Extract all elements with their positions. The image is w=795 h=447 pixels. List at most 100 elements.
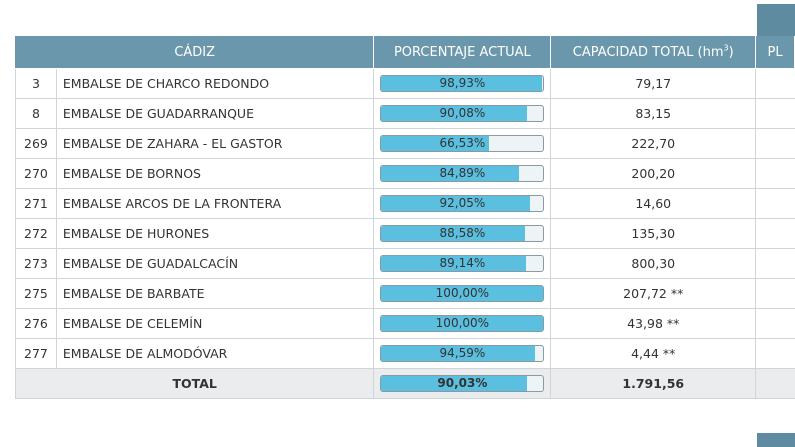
extra-cell bbox=[755, 278, 795, 309]
reservoir-id: 8 bbox=[15, 98, 57, 129]
reservoir-id: 275 bbox=[15, 278, 57, 309]
percent-bar-fill bbox=[381, 106, 528, 121]
capacity-header[interactable]: CAPACIDAD TOTAL (hm3) bbox=[550, 36, 757, 69]
reservoir-id: 272 bbox=[15, 218, 57, 249]
capacity-value: 800,30 bbox=[550, 248, 757, 279]
percent-bar: 88,58% bbox=[380, 225, 545, 242]
percent-cell: 66,53% bbox=[373, 128, 552, 159]
table-row[interactable]: 3 EMBALSE DE CHARCO REDONDO 98,93% 79,17 bbox=[15, 68, 795, 99]
table-row[interactable]: 277 EMBALSE DE ALMODÓVAR 94,59% 4,44 ** bbox=[15, 338, 795, 369]
percent-bar-fill bbox=[381, 316, 544, 331]
percent-bar-fill bbox=[381, 226, 525, 241]
table-row[interactable]: 8 EMBALSE DE GUADARRANQUE 90,08% 83,15 bbox=[15, 98, 795, 129]
percent-bar-fill bbox=[381, 166, 519, 181]
table-row[interactable]: 272 EMBALSE DE HURONES 88,58% 135,30 bbox=[15, 218, 795, 249]
percent-bar: 89,14% bbox=[380, 255, 545, 272]
percent-bar: 90,08% bbox=[380, 105, 545, 122]
percent-bar-fill bbox=[381, 256, 526, 271]
percent-cell: 88,58% bbox=[373, 218, 552, 249]
capacity-header-unit-exponent: 3 bbox=[723, 43, 729, 53]
next-column-header[interactable]: PL bbox=[755, 36, 795, 69]
table-row[interactable]: 273 EMBALSE DE GUADALCACÍN 89,14% 800,30 bbox=[15, 248, 795, 279]
extra-cell bbox=[755, 98, 795, 129]
province-header[interactable]: CÁDIZ bbox=[14, 36, 375, 69]
percent-bar: 92,05% bbox=[380, 195, 545, 212]
total-row: TOTAL 90,03% 1.791,56 bbox=[14, 368, 795, 399]
capacity-value: 207,72 ** bbox=[550, 278, 757, 309]
capacity-value: 14,60 bbox=[550, 188, 757, 219]
extra-cell bbox=[755, 158, 795, 189]
reservoir-id: 271 bbox=[15, 188, 57, 219]
percent-label: 100,00% bbox=[435, 316, 490, 330]
percent-bar-fill bbox=[381, 286, 544, 301]
capacity-value: 135,30 bbox=[550, 218, 757, 249]
percent-label: 90,08% bbox=[439, 106, 486, 120]
extra-cell bbox=[755, 188, 795, 219]
percent-label: 98,93% bbox=[439, 76, 486, 90]
capacity-value: 83,15 bbox=[550, 98, 757, 129]
percent-header[interactable]: PORCENTAJE ACTUAL bbox=[373, 36, 552, 69]
reservoir-name[interactable]: EMBALSE DE BORNOS bbox=[55, 158, 375, 189]
capacity-value: 79,17 bbox=[550, 68, 757, 99]
percent-label: 88,58% bbox=[439, 226, 486, 240]
reservoir-name[interactable]: EMBALSE DE ALMODÓVAR bbox=[55, 338, 375, 369]
percent-bar: 100,00% bbox=[380, 315, 545, 332]
percent-cell: 84,89% bbox=[373, 158, 552, 189]
table-row[interactable]: 269 EMBALSE DE ZAHARA - EL GASTOR 66,53% 22… bbox=[15, 128, 795, 159]
capacity-value: 222,70 bbox=[550, 128, 757, 159]
capacity-header-close: ) bbox=[728, 45, 734, 60]
total-capacity: 1.791,56 bbox=[550, 368, 757, 399]
percent-bar-fill bbox=[381, 196, 531, 211]
percent-cell: 89,14% bbox=[373, 248, 552, 279]
percent-bar: 100,00% bbox=[380, 285, 545, 302]
total-percent-cell: 90,03% bbox=[373, 368, 552, 399]
reservoir-name[interactable]: EMBALSE ARCOS DE LA FRONTERA bbox=[55, 188, 375, 219]
reservoir-id: 269 bbox=[15, 128, 57, 159]
percent-label: 84,89% bbox=[439, 166, 486, 180]
reservoir-id: 273 bbox=[15, 248, 57, 279]
percent-bar: 84,89% bbox=[380, 165, 545, 182]
total-label: TOTAL bbox=[14, 368, 375, 399]
extra-cell bbox=[755, 128, 795, 159]
extra-cell bbox=[755, 248, 795, 279]
table-row[interactable]: 276 EMBALSE DE CELEMÍN 100,00% 43,98 ** bbox=[15, 308, 795, 339]
percent-label: 94,59% bbox=[439, 346, 486, 360]
extra-cell bbox=[755, 338, 795, 369]
capacity-header-label: CAPACIDAD TOTAL (hm bbox=[572, 45, 724, 60]
reservoir-name[interactable]: EMBALSE DE GUADALCACÍN bbox=[55, 248, 375, 279]
reservoir-id: 3 bbox=[15, 68, 57, 99]
reservoir-name[interactable]: EMBALSE DE GUADARRANQUE bbox=[55, 98, 375, 129]
percent-bar-fill bbox=[381, 76, 542, 91]
total-percent-label: 90,03% bbox=[437, 376, 488, 390]
next-section-tab bbox=[757, 433, 795, 447]
total-percent-bar: 90,03% bbox=[380, 375, 545, 392]
reservoir-id: 277 bbox=[15, 338, 57, 369]
percent-cell: 98,93% bbox=[373, 68, 552, 99]
total-percent-bar-fill bbox=[381, 376, 528, 391]
table-header-row: CÁDIZ PORCENTAJE ACTUAL CAPACIDAD TOTAL … bbox=[14, 36, 795, 69]
reservoir-name[interactable]: EMBALSE DE CHARCO REDONDO bbox=[55, 68, 375, 99]
percent-cell: 94,59% bbox=[373, 338, 552, 369]
percent-label: 100,00% bbox=[435, 286, 490, 300]
percent-label: 89,14% bbox=[439, 256, 486, 270]
total-extra-cell bbox=[755, 368, 795, 399]
percent-cell: 100,00% bbox=[373, 278, 552, 309]
percent-label: 66,53% bbox=[439, 136, 486, 150]
percent-bar: 98,93% bbox=[380, 75, 545, 92]
next-table-header-tab bbox=[757, 4, 795, 36]
table-row[interactable]: 275 EMBALSE DE BARBATE 100,00% 207,72 ** bbox=[15, 278, 795, 309]
capacity-value: 4,44 ** bbox=[550, 338, 757, 369]
reservoir-name[interactable]: EMBALSE DE HURONES bbox=[55, 218, 375, 249]
reservoir-id: 276 bbox=[15, 308, 57, 339]
percent-bar-fill bbox=[381, 136, 490, 151]
reservoir-name[interactable]: EMBALSE DE BARBATE bbox=[55, 278, 375, 309]
table-row[interactable]: 271 EMBALSE ARCOS DE LA FRONTERA 92,05% 14,… bbox=[15, 188, 795, 219]
percent-cell: 90,08% bbox=[373, 98, 552, 129]
reservoir-name[interactable]: EMBALSE DE ZAHARA - EL GASTOR bbox=[55, 128, 375, 159]
table-row[interactable]: 270 EMBALSE DE BORNOS 84,89% 200,20 bbox=[15, 158, 795, 189]
reservoir-table: CÁDIZ PORCENTAJE ACTUAL CAPACIDAD TOTAL … bbox=[14, 36, 795, 399]
reservoir-name[interactable]: EMBALSE DE CELEMÍN bbox=[55, 308, 375, 339]
percent-cell: 92,05% bbox=[373, 188, 552, 219]
percent-bar: 66,53% bbox=[380, 135, 545, 152]
percent-cell: 100,00% bbox=[373, 308, 552, 339]
